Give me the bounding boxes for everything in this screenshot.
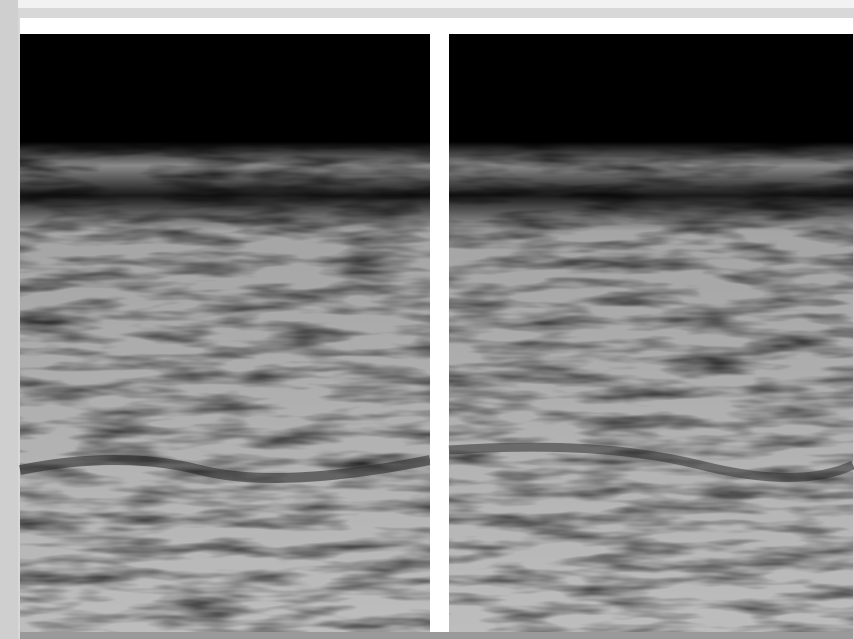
right-header-strip (449, 18, 853, 34)
left-ruler (0, 0, 18, 639)
scan-texture (449, 140, 853, 632)
scan-viewer (0, 0, 854, 639)
bottom-strip (20, 632, 853, 639)
right-scan (449, 34, 853, 632)
left-scan (20, 34, 430, 632)
left-header-strip (20, 18, 430, 34)
scan-texture (20, 140, 430, 632)
top-ruler (0, 0, 854, 8)
divider (430, 18, 449, 639)
page: (() => { const data = JSON.parse(documen… (0, 0, 854, 639)
